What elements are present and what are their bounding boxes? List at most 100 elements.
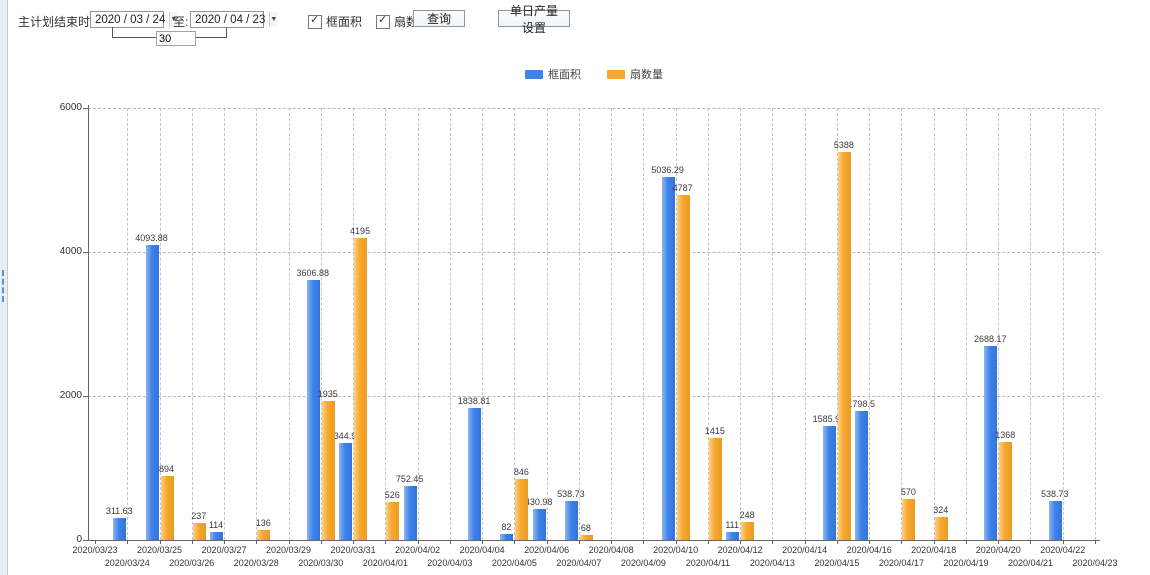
chevron-down-icon[interactable]: ▼: [169, 12, 178, 27]
y-axis-tick: [83, 540, 88, 541]
vertical-gridline: [1062, 108, 1064, 540]
chevron-down-icon[interactable]: ▼: [269, 12, 278, 27]
bar-fan-qty: [192, 522, 206, 540]
bar-value-label: 82: [501, 522, 512, 533]
bar-value-label: 538.73: [557, 489, 585, 500]
x-axis-line: [88, 540, 1100, 541]
y-axis-label: 0: [76, 534, 82, 545]
x-axis-label: 2020/04/04: [459, 545, 505, 555]
y-axis-tick: [83, 252, 88, 253]
bar-frame-area: [661, 177, 675, 540]
legend-item-frame-area[interactable]: 框面积: [525, 66, 581, 82]
x-axis-label: 2020/04/10: [653, 545, 699, 555]
bar-value-label: 538.73: [1040, 489, 1069, 500]
bar-frame-area: [564, 501, 578, 540]
x-axis-tick: [998, 540, 1000, 544]
x-axis-label: 2020/04/16: [846, 545, 892, 555]
x-axis-tick: [546, 540, 548, 544]
vertical-gridline: [901, 108, 903, 540]
bar-fan-qty: [934, 516, 948, 540]
x-axis-tick: [256, 540, 258, 544]
panel-drag-handle-icon[interactable]: [2, 270, 4, 302]
horizontal-gridline: [88, 252, 1100, 253]
x-axis-tick: [578, 540, 580, 544]
bar-value-label: 4093.88: [135, 233, 168, 244]
bar-value-label: 752.45: [395, 473, 424, 484]
to-label: 至:: [173, 15, 189, 29]
bar-value-label: 1344.95: [328, 431, 362, 442]
vertical-gridline: [1030, 108, 1032, 540]
frame-area-checkbox[interactable]: 框面积: [308, 13, 362, 30]
x-axis-tick: [740, 540, 742, 544]
bar-value-label: 1838.81: [457, 395, 491, 406]
vertical-gridline: [740, 108, 742, 540]
x-axis-label: 2020/04/15: [814, 558, 860, 568]
x-axis-label: 2020/04/07: [556, 558, 602, 568]
bar-fan-qty: [354, 237, 368, 540]
x-axis-label: 2020/04/09: [620, 558, 666, 568]
legend-label: 扇数量: [630, 69, 663, 81]
connector-line: [112, 37, 156, 38]
x-axis-label: 2020/04/03: [427, 558, 473, 568]
date-to-value: 2020 / 04 / 23: [195, 13, 266, 26]
interval-days-input[interactable]: [156, 31, 196, 46]
bar-frame-area: [339, 443, 353, 540]
bar-fan-qty: [708, 438, 722, 540]
vertical-gridline: [514, 108, 516, 540]
x-axis-tick: [449, 540, 451, 544]
bar-fan-qty: [321, 400, 335, 540]
x-axis-tick: [482, 540, 484, 544]
bar-value-label: 1585.96: [812, 413, 846, 424]
x-axis-label: 2020/04/01: [362, 558, 408, 568]
bar-frame-area: [726, 532, 740, 540]
x-axis-label: 2020/03/28: [233, 558, 279, 568]
legend-item-fan-qty[interactable]: 扇数量: [607, 66, 663, 82]
x-axis-tick: [1095, 540, 1096, 544]
x-axis-tick: [804, 540, 806, 544]
y-axis-label: 4000: [59, 246, 82, 257]
bar-fan-qty: [676, 195, 690, 540]
date-from-combobox[interactable]: 2020 / 03 / 24 ▼: [90, 11, 178, 28]
x-axis-tick: [643, 540, 645, 544]
x-axis-label: 2020/04/18: [911, 545, 957, 555]
bar-fan-qty: [257, 530, 271, 540]
x-axis-tick: [127, 540, 129, 544]
x-axis-label: 2020/04/22: [1040, 545, 1086, 555]
vertical-gridline: [449, 108, 451, 540]
bar-frame-area: [984, 346, 998, 540]
toolbar: 主计划结束时间: 2020 / 03 / 24 ▼ 至: 2020 / 04 /…: [8, 0, 1150, 50]
vertical-gridline: [804, 108, 806, 540]
x-axis-tick: [353, 540, 355, 544]
x-axis-tick: [191, 540, 193, 544]
plan-end-time-label: 主计划结束时间:: [18, 15, 106, 29]
bar-fan-qty: [837, 152, 851, 540]
x-axis-tick: [1062, 540, 1064, 544]
bar-frame-area: [822, 425, 836, 540]
bar-fan-qty: [579, 535, 593, 540]
x-axis-label: 2020/04/17: [878, 558, 924, 568]
collapsed-side-panel[interactable]: [0, 0, 8, 575]
x-axis-label: 2020/03/30: [298, 558, 344, 568]
bar-value-label: 1798.5: [847, 398, 875, 409]
bar-value-label: 1368: [995, 429, 1016, 440]
checkbox-checked-icon[interactable]: [308, 13, 322, 29]
vertical-gridline: [546, 108, 548, 540]
date-to-combobox[interactable]: 2020 / 04 / 23 ▼: [190, 11, 278, 28]
bar-value-label: 526: [384, 490, 400, 501]
query-button[interactable]: 查询: [413, 10, 465, 27]
x-axis-tick: [514, 540, 516, 544]
vertical-gridline: [578, 108, 580, 540]
x-axis-label: 2020/04/02: [395, 545, 441, 555]
x-axis-label: 2020/04/06: [524, 545, 570, 555]
vertical-gridline: [836, 108, 838, 540]
checkbox-checked-icon[interactable]: [376, 13, 390, 29]
horizontal-gridline: [88, 108, 1100, 109]
y-axis-tick: [83, 396, 88, 397]
x-axis-label: 2020/04/08: [588, 545, 634, 555]
connector-line: [226, 27, 227, 38]
vertical-gridline: [643, 108, 645, 540]
bar-fan-qty: [741, 522, 755, 540]
bar-value-label: 570: [900, 486, 916, 497]
